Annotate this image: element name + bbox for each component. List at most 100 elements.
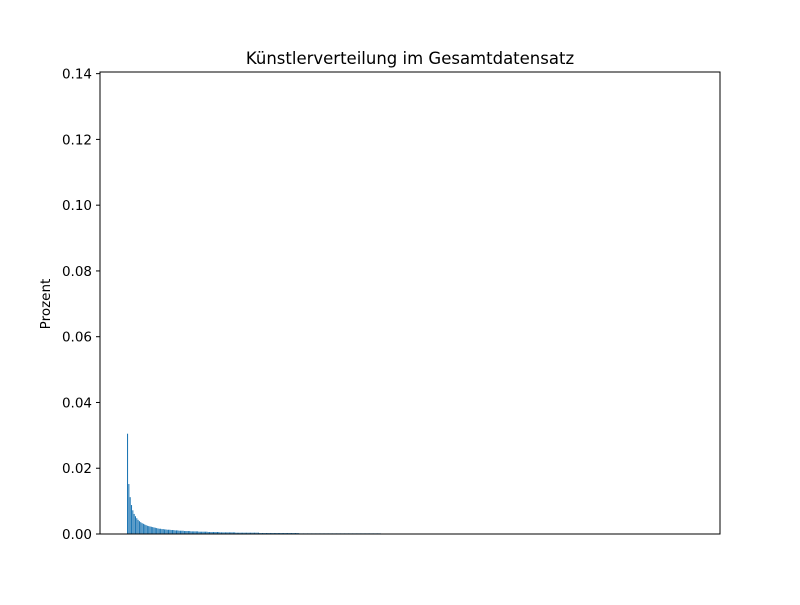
bar bbox=[161, 529, 163, 534]
bar bbox=[230, 532, 232, 534]
bar bbox=[215, 532, 217, 534]
bar bbox=[150, 526, 152, 534]
bar bbox=[152, 527, 154, 534]
bar bbox=[182, 530, 184, 534]
bar bbox=[210, 532, 212, 534]
bar bbox=[134, 516, 136, 534]
bar bbox=[137, 519, 139, 534]
bar bbox=[256, 532, 258, 534]
bar bbox=[246, 532, 248, 534]
bar bbox=[250, 532, 252, 534]
bar bbox=[149, 526, 151, 534]
bar bbox=[138, 521, 140, 534]
bar bbox=[201, 531, 203, 534]
bar bbox=[148, 526, 150, 534]
y-tick-label: 0.04 bbox=[62, 395, 92, 411]
bar bbox=[178, 530, 180, 534]
bar bbox=[145, 525, 147, 534]
bar bbox=[164, 529, 166, 534]
bar bbox=[227, 532, 229, 534]
bar bbox=[142, 523, 144, 534]
bar bbox=[191, 531, 193, 534]
bar bbox=[206, 531, 208, 534]
bar bbox=[207, 532, 209, 534]
chart-title: Künstlerverteilung im Gesamtdatensatz bbox=[246, 49, 574, 68]
bar bbox=[141, 523, 143, 534]
bar bbox=[136, 518, 138, 534]
y-tick-label: 0.00 bbox=[62, 527, 92, 543]
y-tick-label: 0.06 bbox=[62, 330, 92, 346]
bar bbox=[211, 532, 213, 534]
bar bbox=[228, 532, 230, 534]
bar bbox=[153, 527, 155, 534]
bar bbox=[247, 532, 249, 534]
bar bbox=[173, 530, 175, 534]
bar bbox=[240, 532, 242, 534]
bar bbox=[242, 532, 244, 534]
bar bbox=[158, 528, 160, 534]
bar bbox=[232, 532, 234, 534]
bar bbox=[205, 531, 207, 534]
bar bbox=[140, 522, 142, 534]
bar bbox=[214, 532, 216, 534]
bar bbox=[198, 531, 200, 534]
bar bbox=[160, 528, 162, 534]
bar bbox=[244, 532, 246, 534]
bar bbox=[194, 531, 196, 534]
bar bbox=[195, 531, 197, 534]
bar bbox=[175, 530, 178, 534]
bar bbox=[144, 524, 146, 534]
plot-frame bbox=[99, 71, 721, 535]
bar bbox=[171, 530, 174, 534]
bar bbox=[212, 532, 215, 534]
bar bbox=[168, 529, 170, 534]
bar bbox=[197, 531, 199, 534]
y-tick-label: 0.02 bbox=[62, 461, 92, 477]
bar bbox=[165, 529, 167, 534]
bar bbox=[127, 433, 129, 534]
bar bbox=[248, 532, 250, 534]
bar bbox=[170, 530, 172, 534]
bar bbox=[224, 532, 226, 534]
bar bbox=[193, 531, 195, 534]
bar bbox=[187, 531, 189, 534]
bar bbox=[238, 532, 240, 534]
bar bbox=[154, 527, 156, 534]
y-tick-label: 0.08 bbox=[62, 264, 92, 280]
bar bbox=[220, 532, 222, 534]
bar bbox=[186, 531, 188, 534]
bar bbox=[236, 532, 238, 534]
bar bbox=[179, 530, 181, 534]
bar bbox=[132, 510, 134, 534]
bar bbox=[251, 532, 253, 534]
y-axis-label: Prozent bbox=[38, 279, 54, 330]
bar bbox=[223, 532, 225, 534]
bar bbox=[177, 530, 179, 534]
bar bbox=[183, 531, 185, 534]
bar bbox=[181, 530, 183, 534]
bar bbox=[219, 532, 221, 534]
bar bbox=[146, 525, 148, 534]
y-tick-label: 0.10 bbox=[62, 198, 92, 214]
bar bbox=[130, 505, 133, 534]
bar bbox=[255, 532, 257, 534]
bar bbox=[216, 532, 219, 534]
bar bbox=[254, 532, 256, 534]
bar bbox=[218, 532, 220, 534]
bar bbox=[203, 531, 205, 534]
bar bbox=[166, 529, 168, 534]
bar bbox=[174, 530, 176, 534]
bar bbox=[169, 529, 171, 534]
bar bbox=[162, 529, 164, 534]
bar bbox=[129, 497, 131, 534]
bar bbox=[189, 531, 191, 534]
bar bbox=[202, 531, 204, 534]
bar bbox=[243, 532, 245, 534]
bar bbox=[156, 528, 158, 534]
bar bbox=[133, 513, 135, 534]
bar bbox=[190, 531, 192, 534]
bar bbox=[239, 532, 241, 534]
bar bbox=[199, 531, 201, 534]
